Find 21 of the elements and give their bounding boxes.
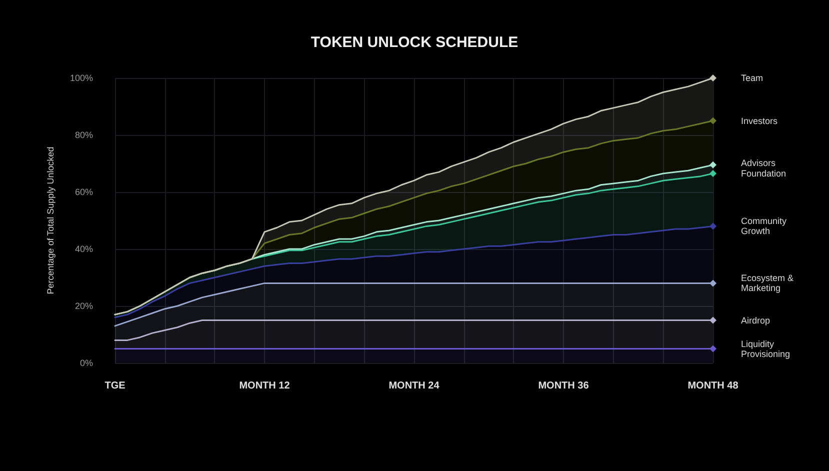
y-tick-label: 40%	[74, 244, 93, 254]
y-tick-label: 0%	[80, 358, 93, 368]
x-tick-label: TGE	[104, 380, 126, 392]
y-tick-label: 20%	[74, 301, 93, 311]
x-tick-label: MONTH 24	[388, 380, 440, 392]
x-tick-label: MONTH 12	[239, 380, 290, 392]
text: Ecosystem & Marketing	[741, 273, 796, 294]
y-axis-title: Percentage of Total Supply Unlocked	[46, 146, 56, 294]
x-tick-label: MONTH 48	[688, 380, 739, 392]
y-tick-label: 100%	[70, 73, 93, 83]
text: Foundation	[741, 168, 786, 178]
text: Liquidity Provisioning	[741, 338, 790, 359]
y-tick-label: 80%	[74, 130, 93, 140]
chart-title: TOKEN UNLOCK SCHEDULE	[310, 34, 518, 51]
x-tick-label: MONTH 36	[538, 380, 590, 392]
y-tick-label: 60%	[74, 187, 93, 197]
text: Advisors	[741, 158, 776, 168]
text: Community Growth	[741, 216, 790, 236]
text: Team	[741, 73, 764, 83]
text: Investors	[741, 116, 778, 126]
text: Airdrop	[741, 315, 770, 326]
